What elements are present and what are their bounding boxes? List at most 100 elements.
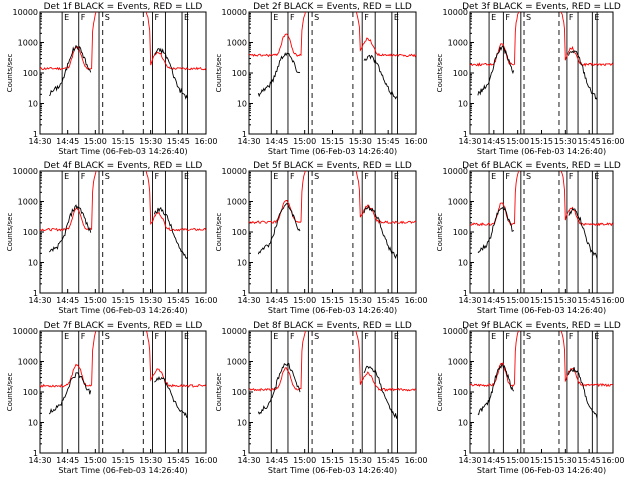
y-tick-label: 1000 <box>448 198 468 207</box>
y-tick-label: 10000 <box>222 327 247 336</box>
x-tick-label: 15:45 <box>578 296 601 305</box>
y-tick-label: 10000 <box>13 8 38 17</box>
y-tick-label: 1000 <box>448 39 468 48</box>
event-marker-label: E <box>491 172 496 181</box>
x-tick-label: 15:30 <box>139 137 162 146</box>
event-marker-label: S <box>314 332 319 341</box>
event-marker-label: S <box>105 332 110 341</box>
y-axis-label: Counts/sec <box>436 54 444 93</box>
y-tick-label: 10000 <box>443 8 468 17</box>
event-marker-label: F <box>81 332 86 341</box>
event-marker-label: F <box>155 332 160 341</box>
y-tick-label: 1000 <box>18 39 38 48</box>
x-tick-label: 15:30 <box>139 456 162 465</box>
event-marker-label: F <box>155 172 160 181</box>
y-tick-label: 100 <box>23 228 38 237</box>
x-tick-label: 15:30 <box>554 137 577 146</box>
event-marker-label: E <box>394 332 399 341</box>
x-tick-label: 15:15 <box>530 296 553 305</box>
event-marker-label: E <box>184 13 189 22</box>
event-marker-label: S <box>314 13 319 22</box>
y-tick-label: 100 <box>232 388 247 397</box>
x-tick-label: 15:15 <box>111 456 134 465</box>
events-series-line <box>477 206 598 259</box>
x-tick-label: 14:30 <box>237 137 260 146</box>
x-tick-label: 15:00 <box>84 456 107 465</box>
x-axis-label: Start Time (06-Feb-03 14:26:40) <box>58 306 187 315</box>
event-marker-label: E <box>273 172 278 181</box>
y-tick-label: 1000 <box>448 358 468 367</box>
y-tick-label: 10000 <box>222 8 247 17</box>
y-tick-label: 1 <box>463 449 468 458</box>
event-marker-label: S <box>526 172 531 181</box>
y-tick-label: 100 <box>23 69 38 78</box>
x-tick-label: 14:45 <box>265 296 288 305</box>
x-tick-label: 14:45 <box>56 296 79 305</box>
y-tick-label: 100 <box>453 69 468 78</box>
y-tick-label: 1000 <box>227 198 247 207</box>
panel-6: Det 6f BLACK = Events, RED = LLD 1 10 100 10… <box>436 161 625 315</box>
y-axis-label: Counts/sec <box>215 373 223 412</box>
x-axis-label: Start Time (06-Feb-03 14:26:40) <box>477 466 606 475</box>
y-tick-label: 10000 <box>443 167 468 176</box>
panel-title: Det 2f BLACK = Events, RED = LLD <box>253 2 412 12</box>
panel-4: Det 4f BLACK = Events, RED = LLD 1 10 100 10… <box>6 161 218 315</box>
events-series-line <box>49 44 189 100</box>
x-tick-label: 15:30 <box>349 296 372 305</box>
events-series-line <box>477 363 598 419</box>
x-tick-label: 16:00 <box>194 296 217 305</box>
panel-title: Det 8f BLACK = Events, RED = LLD <box>253 321 412 331</box>
event-marker-label: F <box>364 172 369 181</box>
y-tick-label: 10000 <box>13 167 38 176</box>
y-tick-label: 10 <box>458 100 468 109</box>
x-tick-label: 15:00 <box>506 137 529 146</box>
y-tick-label: 1000 <box>18 358 38 367</box>
event-marker-label: F <box>569 172 574 181</box>
events-series-line <box>257 52 398 100</box>
event-marker-label: E <box>64 13 69 22</box>
event-marker-label: F <box>290 13 295 22</box>
y-tick-label: 1 <box>33 449 38 458</box>
event-marker-label: F <box>505 13 510 22</box>
panel-title: Det 6f BLACK = Events, RED = LLD <box>462 161 621 171</box>
y-tick-label: 10000 <box>222 167 247 176</box>
x-tick-label: 14:30 <box>237 456 260 465</box>
y-tick-label: 10000 <box>443 327 468 336</box>
y-tick-label: 10 <box>237 259 247 268</box>
x-tick-label: 15:00 <box>84 137 107 146</box>
panel-7: Det 7f BLACK = Events, RED = LLD 1 10 100 10… <box>6 321 218 475</box>
x-tick-label: 15:00 <box>293 296 316 305</box>
x-tick-label: 15:45 <box>167 137 190 146</box>
x-axis-label: Start Time (06-Feb-03 14:26:40) <box>477 147 606 156</box>
event-marker-label: F <box>290 172 295 181</box>
x-axis-label: Start Time (06-Feb-03 14:26:40) <box>58 147 187 156</box>
y-axis-label: Counts/sec <box>215 213 223 252</box>
x-tick-label: 15:00 <box>506 296 529 305</box>
x-tick-label: 14:45 <box>265 456 288 465</box>
y-tick-label: 10 <box>458 259 468 268</box>
events-series-line <box>48 204 188 260</box>
x-tick-label: 15:15 <box>321 456 344 465</box>
y-tick-label: 10000 <box>13 327 38 336</box>
x-tick-label: 16:00 <box>404 296 427 305</box>
lld-series-line <box>40 12 206 71</box>
y-axis-label: Counts/sec <box>6 373 14 412</box>
lld-series-line <box>40 331 206 388</box>
event-marker-label: E <box>491 332 496 341</box>
y-tick-label: 1000 <box>227 358 247 367</box>
x-tick-label: 15:30 <box>349 456 372 465</box>
panel-title: Det 4f BLACK = Events, RED = LLD <box>44 161 203 171</box>
panel-5: Det 5f BLACK = Events, RED = LLD 1 10 100 10… <box>215 161 428 315</box>
x-tick-label: 15:00 <box>293 456 316 465</box>
lld-series-line <box>40 171 206 232</box>
event-marker-label: E <box>64 332 69 341</box>
event-marker-label: F <box>81 13 86 22</box>
x-tick-label: 14:30 <box>458 137 481 146</box>
x-tick-label: 14:45 <box>56 456 79 465</box>
y-tick-label: 100 <box>232 69 247 78</box>
plot-frame <box>248 11 417 135</box>
panel-1: Det 1f BLACK = Events, RED = LLD 1 10 100 10… <box>6 2 218 156</box>
y-axis-label: Counts/sec <box>436 373 444 412</box>
panel-3: Det 3f BLACK = Events, RED = LLD 1 10 100 10… <box>436 2 625 156</box>
